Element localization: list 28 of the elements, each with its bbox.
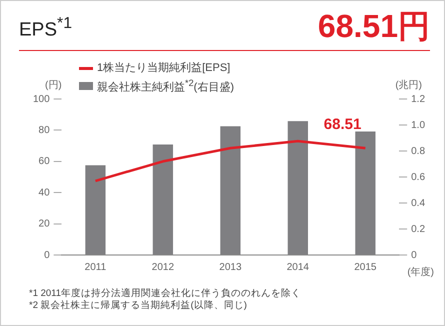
x-tick-label: 2012 — [152, 262, 174, 273]
y-tick-label: 0 — [44, 250, 50, 261]
y-tick-label: 60 — [38, 156, 50, 168]
y2-axis-title: (兆円) — [395, 78, 422, 92]
y-axis-title: (円) — [45, 79, 62, 92]
y2-tick-label: 1.2 — [411, 94, 426, 105]
y-tick-label: 20 — [38, 218, 50, 230]
y2-tick-label: 0.8 — [411, 146, 426, 157]
x-axis-title: (年度) — [407, 266, 434, 279]
y-tick-label: 80 — [38, 124, 50, 136]
chart-subtitle: 68.51円 — [318, 7, 430, 46]
y-tick-label: 40 — [38, 187, 50, 198]
x-tick-label: 2011 — [84, 262, 107, 273]
chart-title: EPS$^{*1}$ — [19, 15, 72, 42]
legend-label: 親会社株主純利益$^{*2}$(右目盛) — [97, 77, 234, 96]
legend-label: 1株当たり当期純利益[EPS] — [97, 61, 230, 76]
text: *2 親会社株主に帰属する当期純利益(以降、同じ) — [29, 300, 248, 312]
y2-tick-label: 0.4 — [411, 198, 426, 209]
y2-tick-label: 1.0 — [411, 120, 426, 131]
x-tick-label: 2014 — [286, 262, 310, 273]
text: *1 2011年度は持分法適用関連会社化に伴う負ののれんを除く — [29, 288, 302, 300]
x-tick-label: 2015 — [354, 262, 377, 273]
annotation: 68.51 — [324, 116, 362, 133]
y-tick-label: 100 — [32, 94, 50, 105]
x-tick-label: 2013 — [219, 262, 242, 273]
y2-tick-label: 0.2 — [411, 224, 426, 235]
y2-tick-label: 0 — [411, 250, 418, 261]
y2-tick-label: 0.6 — [411, 172, 426, 183]
